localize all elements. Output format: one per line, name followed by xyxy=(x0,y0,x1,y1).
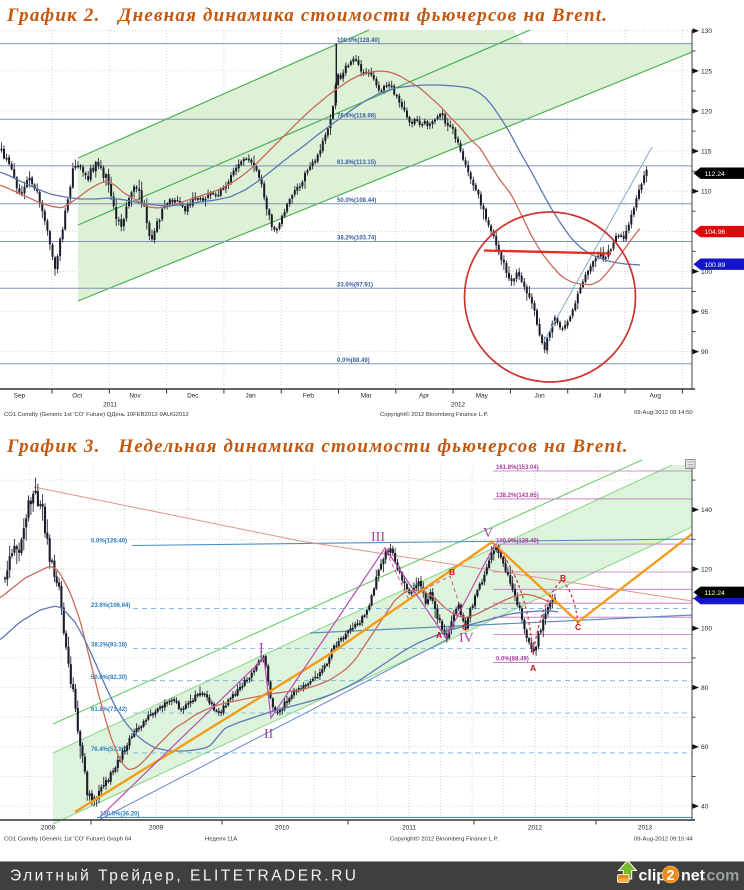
svg-text:104.96: 104.96 xyxy=(705,229,726,236)
svg-text:110: 110 xyxy=(701,189,712,196)
svg-text:100.89: 100.89 xyxy=(705,262,726,269)
svg-text:A: A xyxy=(530,663,536,673)
svg-text:125: 125 xyxy=(701,68,712,75)
svg-text:76.4%(118.98): 76.4%(118.98) xyxy=(337,113,376,119)
svg-text:40: 40 xyxy=(701,804,709,811)
svg-text:2: 2 xyxy=(666,868,674,884)
svg-text:Copyright© 2012 Bloomberg Fina: Copyright© 2012 Bloomberg Finance L.P. xyxy=(390,836,499,843)
svg-text:50.0%(82.30): 50.0%(82.30) xyxy=(91,675,127,681)
svg-text:Jul: Jul xyxy=(593,393,601,400)
svg-text:100.0%(36.20): 100.0%(36.20) xyxy=(100,812,139,818)
svg-text:112.24: 112.24 xyxy=(705,590,726,597)
svg-text:100.0%(128.40): 100.0%(128.40) xyxy=(337,38,380,44)
svg-text:95: 95 xyxy=(701,309,709,316)
svg-text:Copyright© 2012 Bloomberg Fina: Copyright© 2012 Bloomberg Finance L.P. xyxy=(380,411,489,418)
svg-text:I: I xyxy=(259,641,264,656)
svg-text:0.0%(128.40): 0.0%(128.40) xyxy=(91,538,127,544)
svg-text:161.8%(153.04): 161.8%(153.04) xyxy=(496,465,539,471)
svg-text:May: May xyxy=(476,393,489,400)
svg-text:Aug: Aug xyxy=(650,393,662,400)
svg-text:CO1 Comdty (Generic 1st 'CO' F: CO1 Comdty (Generic 1st 'CO' Future) QДе… xyxy=(4,412,189,418)
svg-text:Неделя 11A: Неделя 11A xyxy=(205,837,237,843)
svg-text:130: 130 xyxy=(701,28,712,35)
svg-text:Jan: Jan xyxy=(245,393,256,400)
svg-text:23.6%(97.91): 23.6%(97.91) xyxy=(337,282,373,288)
svg-text:61.8%(113.15): 61.8%(113.15) xyxy=(337,160,376,166)
svg-text:0.0%(88.49): 0.0%(88.49) xyxy=(496,657,529,663)
svg-text:23.6%(106.64): 23.6%(106.64) xyxy=(91,603,130,609)
svg-text:B: B xyxy=(449,567,455,577)
svg-text:A: A xyxy=(436,630,442,640)
svg-text:38.2%(103.74): 38.2%(103.74) xyxy=(337,236,376,242)
svg-text:Jun: Jun xyxy=(534,393,545,400)
svg-text:2012: 2012 xyxy=(528,825,543,832)
svg-text:net: net xyxy=(681,868,706,885)
svg-text:100: 100 xyxy=(701,626,712,633)
svg-text:2009: 2009 xyxy=(149,825,164,832)
svg-text:140: 140 xyxy=(701,507,712,514)
svg-text:61.8%(71.42): 61.8%(71.42) xyxy=(91,707,127,713)
svg-text:IV: IV xyxy=(459,631,474,646)
svg-text:2013: 2013 xyxy=(638,825,653,832)
svg-text:09-Aug-2012 09:15:44: 09-Aug-2012 09:15:44 xyxy=(634,837,693,843)
svg-text:V: V xyxy=(483,526,493,541)
svg-text:Nov: Nov xyxy=(129,393,141,400)
svg-text:2011: 2011 xyxy=(103,402,117,409)
svg-text:2008: 2008 xyxy=(41,825,56,832)
svg-text:100.0%(128.40): 100.0%(128.40) xyxy=(496,538,539,544)
svg-text:Feb: Feb xyxy=(303,393,314,400)
svg-text:clip: clip xyxy=(639,868,667,885)
svg-text:138.2%(143.65): 138.2%(143.65) xyxy=(496,493,539,499)
svg-text:50.0%(108.44): 50.0%(108.44) xyxy=(337,198,376,204)
svg-text:Apr: Apr xyxy=(419,393,430,400)
svg-text:09-Aug-2012 09:14:50: 09-Aug-2012 09:14:50 xyxy=(634,410,693,416)
svg-text:2011: 2011 xyxy=(402,825,416,832)
svg-text:120: 120 xyxy=(701,566,712,573)
svg-text:100: 100 xyxy=(701,269,712,276)
svg-text:112.24: 112.24 xyxy=(705,171,726,178)
svg-text:Sep: Sep xyxy=(14,393,26,400)
svg-text:Mar: Mar xyxy=(361,393,373,400)
svg-text:76.4%(57.96): 76.4%(57.96) xyxy=(91,747,127,753)
svg-text:60: 60 xyxy=(701,744,709,751)
svg-text:120: 120 xyxy=(701,108,712,115)
svg-text:II: II xyxy=(264,727,274,742)
svg-text:График 2. Дневная динамика с: График 2. Дневная динамика стоимости фью… xyxy=(6,5,608,26)
svg-text:115: 115 xyxy=(701,149,712,156)
svg-text:80: 80 xyxy=(701,685,709,692)
svg-text:.com: .com xyxy=(702,868,739,885)
svg-text:C: C xyxy=(462,622,468,632)
svg-text:0.0%(88.49): 0.0%(88.49) xyxy=(337,358,370,364)
svg-text:C: C xyxy=(575,622,581,632)
svg-text:90: 90 xyxy=(701,349,709,356)
svg-text:Oct: Oct xyxy=(72,393,82,400)
svg-text:38.2%(93.18): 38.2%(93.18) xyxy=(91,643,127,649)
svg-text:Dec: Dec xyxy=(187,393,199,400)
svg-text:График 3. Недельная динамика: График 3. Недельная динамика стоимости ф… xyxy=(6,436,629,457)
svg-text:2010: 2010 xyxy=(275,825,290,832)
svg-text:CO1 Comdty (Generic 1st 'CO' F: CO1 Comdty (Generic 1st 'CO' Future) Gra… xyxy=(4,837,132,843)
svg-text:2012: 2012 xyxy=(451,402,466,409)
svg-text:Элитный Трейдер, ELITETRADER.R: Элитный Трейдер, ELITETRADER.RU xyxy=(10,868,358,885)
svg-text:III: III xyxy=(371,530,385,545)
svg-text:B: B xyxy=(560,573,566,583)
